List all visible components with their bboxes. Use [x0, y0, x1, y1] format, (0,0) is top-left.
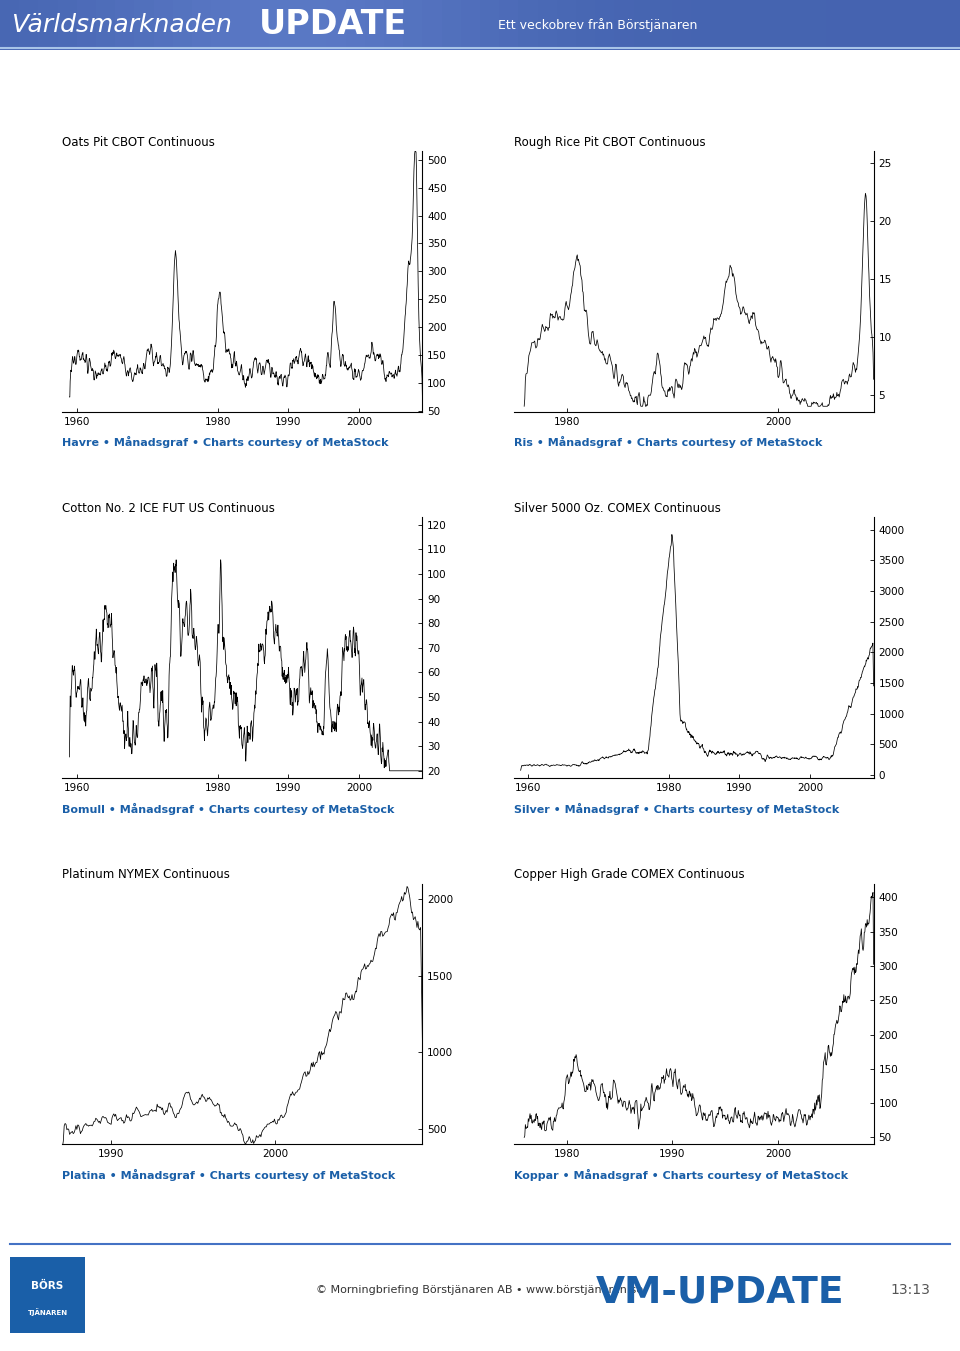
Text: Platina • Månadsgraf • Charts courtesy of MetaStock: Platina • Månadsgraf • Charts courtesy o… [62, 1169, 396, 1181]
Bar [864, 0, 883, 50]
Bar [710, 0, 730, 50]
Text: Ris • Månadsgraf • Charts courtesy of MetaStock: Ris • Månadsgraf • Charts courtesy of Me… [514, 436, 822, 449]
Text: Copper High Grade COMEX Continuous: Copper High Grade COMEX Continuous [514, 867, 744, 881]
Bar [173, 0, 192, 50]
Bar [288, 0, 307, 50]
Bar [518, 0, 538, 50]
Bar [461, 0, 480, 50]
Bar [595, 0, 614, 50]
Bar [384, 0, 403, 50]
Bar [115, 0, 134, 50]
Bar [365, 0, 384, 50]
Bar [77, 0, 96, 50]
Text: Silver • Månadsgraf • Charts courtesy of MetaStock: Silver • Månadsgraf • Charts courtesy of… [514, 802, 839, 815]
Bar [768, 0, 787, 50]
Text: Världsmarknaden: Världsmarknaden [12, 14, 239, 36]
Bar [192, 0, 211, 50]
Bar [806, 0, 826, 50]
Bar [730, 0, 749, 50]
Bar [749, 0, 768, 50]
Bar [269, 0, 288, 50]
Bar [787, 0, 806, 50]
Text: Koppar • Månadsgraf • Charts courtesy of MetaStock: Koppar • Månadsgraf • Charts courtesy of… [514, 1169, 848, 1181]
Bar [96, 0, 115, 50]
Bar [19, 0, 38, 50]
Bar [211, 0, 230, 50]
Bar [58, 0, 77, 50]
Bar [10, 1258, 85, 1332]
Bar [557, 0, 576, 50]
Text: UPDATE: UPDATE [259, 8, 407, 42]
Bar [480, 0, 499, 50]
Bar [672, 0, 691, 50]
Text: Havre • Månadsgraf • Charts courtesy of MetaStock: Havre • Månadsgraf • Charts courtesy of … [62, 436, 389, 449]
Bar [576, 0, 595, 50]
Bar [422, 0, 442, 50]
Bar [499, 0, 518, 50]
Bar [134, 0, 154, 50]
Text: Bomull • Månadsgraf • Charts courtesy of MetaStock: Bomull • Månadsgraf • Charts courtesy of… [62, 802, 395, 815]
Bar [230, 0, 250, 50]
Bar [250, 0, 269, 50]
Text: © Morningbriefing Börstjänaren AB • www.börstjänaren.se: © Morningbriefing Börstjänaren AB • www.… [317, 1285, 643, 1296]
Bar [0, 0, 19, 50]
Text: Silver 5000 Oz. COMEX Continuous: Silver 5000 Oz. COMEX Continuous [514, 501, 720, 515]
Text: Platinum NYMEX Continuous: Platinum NYMEX Continuous [62, 867, 230, 881]
Text: TJÄNAREN: TJÄNAREN [28, 1308, 67, 1316]
Bar [442, 0, 461, 50]
Bar [691, 0, 710, 50]
Bar [326, 0, 346, 50]
Bar [634, 0, 653, 50]
Text: Ett veckobrev från Börstjänaren: Ett veckobrev från Börstjänaren [490, 18, 697, 32]
Bar [826, 0, 845, 50]
Bar [307, 0, 326, 50]
Bar [538, 0, 557, 50]
Bar [403, 0, 422, 50]
Text: Cotton No. 2 ICE FUT US Continuous: Cotton No. 2 ICE FUT US Continuous [62, 501, 276, 515]
Text: VM-UPDATE: VM-UPDATE [596, 1274, 844, 1310]
Bar [653, 0, 672, 50]
Bar [902, 0, 922, 50]
Text: BÖRS: BÖRS [32, 1281, 63, 1292]
Text: Rough Rice Pit CBOT Continuous: Rough Rice Pit CBOT Continuous [514, 135, 706, 149]
Bar [845, 0, 864, 50]
Bar [941, 0, 960, 50]
Bar [154, 0, 173, 50]
Bar [883, 0, 902, 50]
Bar [346, 0, 365, 50]
Bar [38, 0, 58, 50]
Text: 13:13: 13:13 [890, 1283, 930, 1297]
Text: Oats Pit CBOT Continuous: Oats Pit CBOT Continuous [62, 135, 215, 149]
Bar [614, 0, 634, 50]
Bar [922, 0, 941, 50]
